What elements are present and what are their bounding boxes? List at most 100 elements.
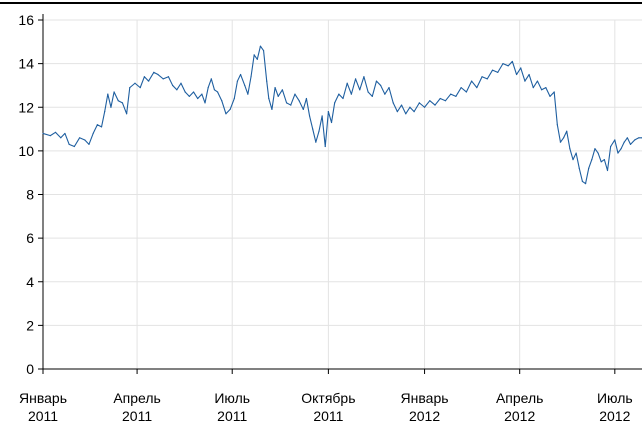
- data-point: [481, 76, 483, 78]
- y-tick-label: 16: [18, 12, 34, 28]
- data-point: [350, 93, 352, 95]
- data-point: [139, 87, 141, 89]
- data-point: [113, 91, 115, 93]
- x-tick-label-month: Апрель: [496, 390, 544, 406]
- y-tick-label: 0: [26, 361, 34, 377]
- data-point: [216, 91, 219, 93]
- data-point: [413, 111, 415, 113]
- data-point: [476, 87, 478, 89]
- data-point: [553, 91, 555, 93]
- data-point: [96, 124, 98, 126]
- data-point: [64, 132, 66, 135]
- y-tick-label: 2: [26, 317, 34, 333]
- data-point: [600, 161, 602, 163]
- data-point: [623, 141, 625, 143]
- data-point: [239, 73, 242, 76]
- data-point: [256, 58, 258, 60]
- data-point: [225, 113, 227, 115]
- data-point: [88, 143, 90, 145]
- y-tick-label: 14: [18, 56, 34, 72]
- series: [42, 45, 642, 185]
- series-line: [42, 45, 642, 185]
- y-axis-ticks: 0 2 4 6 8 10 12 14 16: [18, 12, 43, 377]
- data-point: [620, 148, 622, 150]
- y-tick-label: 12: [18, 99, 34, 115]
- data-point: [167, 76, 170, 78]
- data-point: [429, 100, 431, 102]
- data-point: [536, 80, 539, 82]
- data-point: [520, 67, 522, 69]
- data-point: [439, 97, 441, 100]
- data-point: [213, 89, 216, 91]
- data-point: [511, 60, 513, 63]
- data-point: [460, 87, 462, 89]
- data-point: [575, 152, 577, 154]
- x-tick-label-month: Апрель: [113, 390, 161, 406]
- data-point: [497, 71, 499, 73]
- data-point: [221, 100, 223, 102]
- data-point: [330, 121, 333, 124]
- data-point: [634, 139, 636, 141]
- data-point: [581, 180, 584, 183]
- data-point: [60, 137, 62, 139]
- data-point: [253, 54, 255, 56]
- data-point: [153, 71, 155, 73]
- x-tick-label-year: 2012: [504, 408, 535, 424]
- data-point: [197, 97, 199, 100]
- data-point: [78, 137, 81, 139]
- data-point: [610, 145, 612, 148]
- data-point: [594, 148, 596, 150]
- data-point: [42, 132, 44, 135]
- data-point: [84, 139, 86, 141]
- x-tick-label-year: 2011: [28, 408, 58, 424]
- data-point: [346, 82, 348, 84]
- data-point: [321, 115, 323, 117]
- data-point: [107, 93, 109, 95]
- x-tick-label-month: Январь: [19, 390, 67, 406]
- data-point: [528, 73, 530, 76]
- grid: [43, 19, 642, 369]
- data-point: [559, 141, 562, 143]
- data-point: [409, 106, 411, 108]
- data-point: [204, 102, 206, 104]
- data-point: [507, 65, 509, 67]
- data-point: [400, 104, 403, 106]
- data-point: [236, 80, 239, 82]
- data-point: [584, 182, 587, 185]
- data-point: [617, 152, 619, 154]
- data-point: [315, 141, 317, 143]
- x-tick-label-month: Январь: [401, 390, 449, 406]
- data-point: [121, 102, 124, 104]
- x-tick-label-year: 2012: [409, 408, 440, 424]
- data-point: [434, 104, 436, 106]
- data-point: [233, 97, 235, 100]
- data-point: [277, 95, 279, 97]
- data-point: [405, 113, 407, 115]
- data-point: [572, 159, 574, 161]
- data-point: [262, 49, 265, 52]
- data-point: [471, 80, 473, 82]
- data-point: [338, 93, 340, 95]
- data-point: [184, 91, 186, 93]
- data-point: [312, 128, 314, 130]
- data-point: [129, 87, 131, 89]
- data-point: [274, 87, 276, 89]
- data-point: [515, 73, 518, 76]
- data-point: [491, 69, 494, 71]
- data-point: [455, 95, 457, 97]
- data-point: [388, 87, 390, 89]
- data-point: [396, 111, 398, 113]
- data-point: [201, 93, 203, 95]
- data-point: [545, 87, 547, 89]
- data-point: [502, 63, 504, 65]
- data-point: [354, 78, 357, 80]
- data-point: [244, 84, 246, 87]
- data-point: [629, 143, 632, 145]
- series-group: [42, 45, 642, 185]
- x-tick-label-month: Июль: [214, 390, 250, 406]
- data-point: [423, 106, 426, 108]
- data-point: [444, 100, 447, 102]
- x-tick-label-year: 2011: [122, 408, 152, 424]
- data-point: [638, 137, 640, 139]
- data-point: [308, 115, 311, 117]
